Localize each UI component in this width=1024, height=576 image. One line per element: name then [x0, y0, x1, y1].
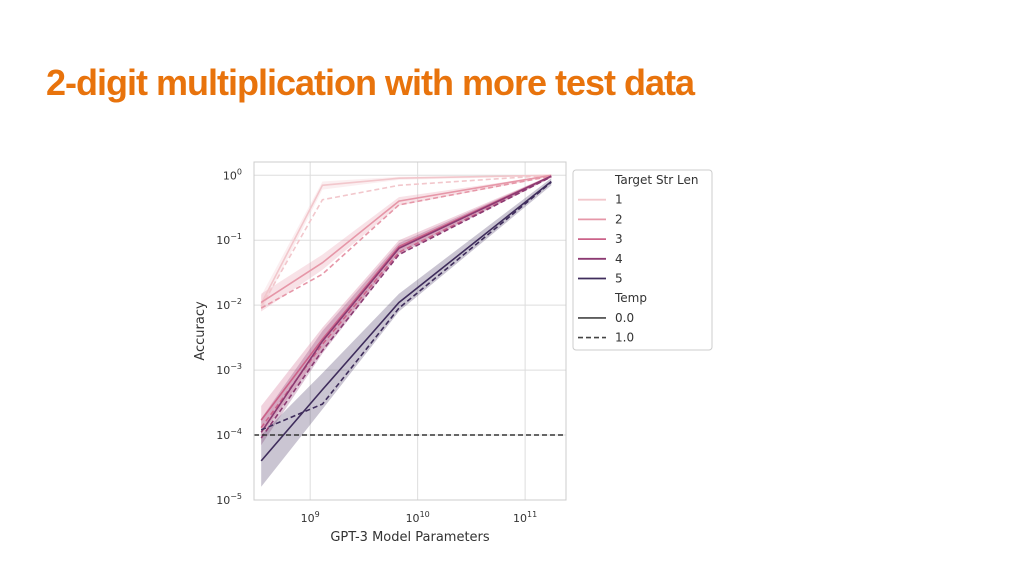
legend-frame [572, 169, 713, 351]
legend-hue-title: Target Str Len [614, 173, 698, 187]
y-axis-label: Accuracy [193, 301, 208, 361]
series-line-len-3-temp-0.0 [260, 175, 552, 421]
legend-label-5: 5 [615, 272, 623, 286]
legend-label-4: 4 [615, 252, 623, 266]
y-tick-label: 10−2 [216, 297, 242, 312]
legend-label-1: 1 [615, 193, 623, 207]
x-axis-label: GPT-3 Model Parameters [330, 530, 490, 545]
series-line-len-2-temp-0.0 [260, 174, 552, 304]
plot-frame [253, 161, 567, 501]
x-tick-label: 1010 [406, 510, 430, 525]
series-line-len-4-temp-1.0 [260, 175, 552, 439]
legend-style-label: 1.0 [615, 331, 634, 345]
legend-label-3: 3 [615, 232, 623, 246]
x-tick-label: 1011 [513, 510, 537, 525]
chart-legend: Target Str Len 1 2 3 4 5 Temp 0.0 1.0 [572, 169, 713, 351]
legend-style-title: Temp [614, 291, 647, 305]
y-tick-label: 10−4 [216, 427, 242, 442]
series-line-len-1-temp-0.0 [260, 174, 552, 305]
y-tick-label: 10−5 [216, 492, 242, 507]
confidence-band-5 [261, 178, 552, 487]
plot-area [254, 162, 566, 500]
confidence-band-2 [261, 175, 552, 312]
series-line-len-1-temp-1.0 [260, 174, 552, 307]
series-line-len-2-temp-1.0 [260, 175, 552, 309]
slide-title: 2-digit multiplication with more test da… [46, 62, 695, 103]
y-tick-label: 10−1 [216, 232, 242, 247]
y-tick-label: 10−3 [216, 362, 242, 377]
legend-style-label: 0.0 [615, 311, 634, 325]
series-line-len-4-temp-0.0 [260, 175, 552, 433]
series-line-len-5-temp-0.0 [260, 180, 552, 462]
series-line-len-5-temp-1.0 [260, 181, 552, 431]
y-tick-label: 100 [223, 167, 242, 182]
legend-label-2: 2 [615, 212, 623, 226]
x-tick-label: 109 [301, 510, 320, 525]
